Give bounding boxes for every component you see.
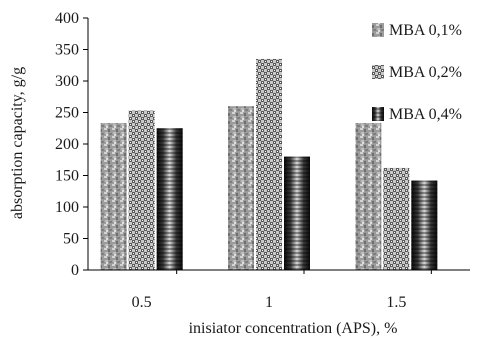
bar-0-5-series-2 xyxy=(128,110,155,270)
x-axis-title: inisiator concentration (APS), % xyxy=(189,320,398,337)
y-tick-label: 350 xyxy=(55,42,79,59)
y-axis: 0 50 100 150 200 250 300 350 400 xyxy=(55,10,89,279)
y-axis-title: absorption capacity, g/g xyxy=(9,67,26,219)
legend-label: MBA 0,2% xyxy=(389,64,462,81)
y-tick-label: 250 xyxy=(55,105,79,122)
legend-label: MBA 0,4% xyxy=(389,106,462,123)
bar-1-series-1 xyxy=(228,106,254,270)
x-tick-label: 0.5 xyxy=(132,294,152,311)
bar-stripe-overlay xyxy=(411,180,438,270)
legend: MBA 0,1% MBA 0,2% MBA 0,4% xyxy=(372,22,462,123)
x-axis: 0.5 1 1.5 xyxy=(88,269,470,311)
y-tick-label: 400 xyxy=(55,10,79,27)
legend-label: MBA 0,1% xyxy=(389,22,462,39)
x-tick-label: 1.5 xyxy=(386,294,406,311)
bars xyxy=(100,58,438,271)
bar-0-5-series-1 xyxy=(100,123,127,271)
y-tick-label: 200 xyxy=(55,136,79,153)
bar-stripe-overlay xyxy=(284,156,310,270)
bar-1-series-2 xyxy=(256,58,282,271)
x-tick-label: 1 xyxy=(265,294,273,311)
legend-swatch xyxy=(372,65,384,79)
y-tick-label: 0 xyxy=(71,262,79,279)
legend-swatch xyxy=(372,23,384,37)
y-tick-label: 50 xyxy=(63,231,79,248)
y-tick-label: 100 xyxy=(55,199,79,216)
legend-swatch-overlay xyxy=(372,107,384,121)
y-tick-label: 150 xyxy=(55,168,79,185)
bar-stripe-overlay xyxy=(156,128,183,270)
bar-1-5-series-1 xyxy=(355,123,382,271)
bar-1-5-series-2 xyxy=(383,167,410,270)
y-tick-label: 300 xyxy=(55,73,79,90)
